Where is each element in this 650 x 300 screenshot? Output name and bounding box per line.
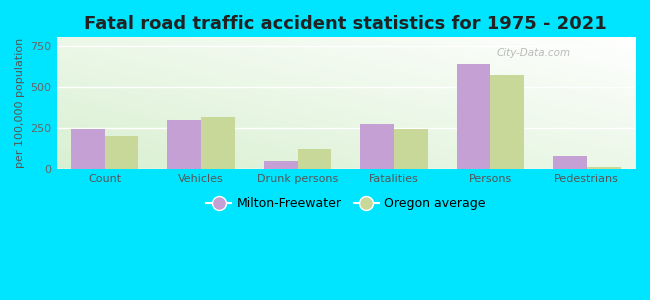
Bar — [201, 117, 235, 169]
Y-axis label: per 100,000 population: per 100,000 population — [15, 38, 25, 168]
Bar — [457, 64, 490, 169]
Legend: Milton-Freewater, Oregon average: Milton-Freewater, Oregon average — [202, 192, 490, 215]
Bar — [553, 156, 587, 169]
Bar — [360, 124, 394, 169]
Title: Fatal road traffic accident statistics for 1975 - 2021: Fatal road traffic accident statistics f… — [84, 15, 607, 33]
Bar — [490, 75, 524, 169]
Bar — [264, 161, 298, 169]
Text: City-Data.com: City-Data.com — [496, 48, 570, 58]
Bar — [587, 167, 621, 169]
Bar — [298, 149, 332, 169]
Bar — [168, 119, 201, 169]
Bar — [394, 129, 428, 169]
Bar — [105, 136, 138, 169]
Bar — [71, 129, 105, 169]
